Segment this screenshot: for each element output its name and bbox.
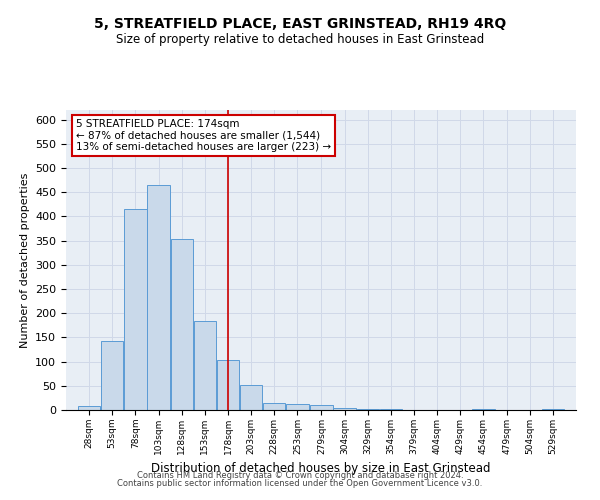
Bar: [170, 239, 193, 410]
Text: 5, STREATFIELD PLACE, EAST GRINSTEAD, RH19 4RQ: 5, STREATFIELD PLACE, EAST GRINSTEAD, RH…: [94, 18, 506, 32]
Bar: [217, 360, 239, 410]
Bar: [310, 405, 332, 410]
Y-axis label: Number of detached properties: Number of detached properties: [20, 172, 29, 348]
Bar: [263, 402, 286, 410]
Bar: [78, 406, 100, 410]
X-axis label: Distribution of detached houses by size in East Grinstead: Distribution of detached houses by size …: [151, 462, 491, 475]
Bar: [334, 408, 356, 410]
Text: Contains HM Land Registry data © Crown copyright and database right 2024.: Contains HM Land Registry data © Crown c…: [137, 471, 463, 480]
Bar: [194, 322, 216, 410]
Bar: [124, 209, 146, 410]
Bar: [380, 408, 402, 410]
Bar: [286, 404, 308, 410]
Text: Size of property relative to detached houses in East Grinstead: Size of property relative to detached ho…: [116, 32, 484, 46]
Bar: [472, 408, 494, 410]
Bar: [101, 341, 124, 410]
Text: 5 STREATFIELD PLACE: 174sqm
← 87% of detached houses are smaller (1,544)
13% of : 5 STREATFIELD PLACE: 174sqm ← 87% of det…: [76, 119, 331, 152]
Bar: [148, 185, 170, 410]
Text: Contains public sector information licensed under the Open Government Licence v3: Contains public sector information licen…: [118, 478, 482, 488]
Bar: [240, 385, 262, 410]
Bar: [542, 408, 564, 410]
Bar: [356, 408, 379, 410]
